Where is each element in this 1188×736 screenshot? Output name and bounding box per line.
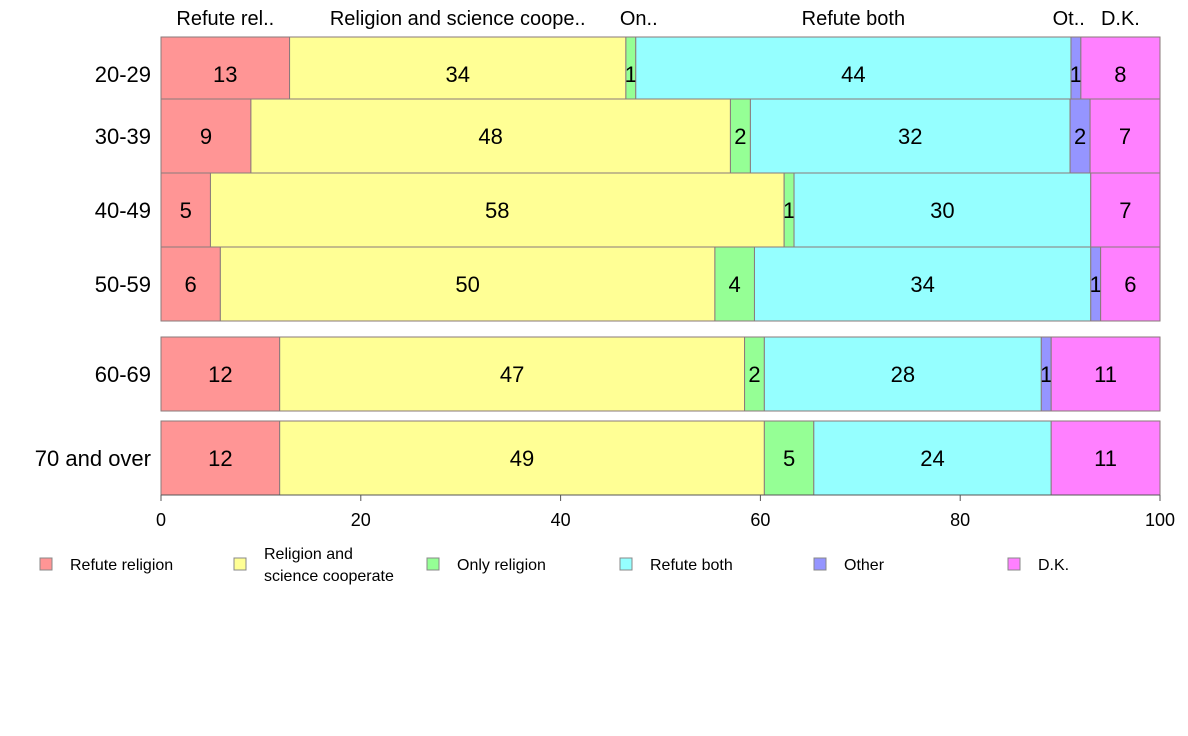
bar-segment	[219, 246, 716, 322]
data-label: 28	[891, 362, 915, 387]
data-label: 49	[510, 446, 534, 471]
bar-segment	[279, 336, 746, 412]
tick-label: 0	[156, 510, 166, 530]
data-label: 1	[1070, 62, 1082, 87]
tick-label: 20	[351, 510, 371, 530]
bars: 13 34 1 44 1 89 48 2 32 2 75 58 1 30 76 50 4 34 1 612 47 2 28 1…	[160, 36, 1161, 496]
legend-label: science cooperate	[264, 568, 394, 585]
data-label: 6	[1124, 272, 1136, 297]
legend-label: Refute religion	[70, 557, 173, 574]
legend-label: Religion and	[264, 546, 353, 563]
legend-label: D.K.	[1038, 557, 1069, 574]
category-label: 40-49	[95, 198, 151, 223]
data-label: 34	[910, 272, 934, 297]
data-label: 4	[729, 272, 741, 297]
top-segment-label: Refute both	[802, 8, 905, 30]
bar-segment	[763, 420, 815, 496]
legend-label: Other	[844, 557, 885, 574]
data-label: 2	[1074, 124, 1086, 149]
data-label: 5	[180, 198, 192, 223]
bar-frame	[160, 246, 1161, 322]
data-label: 1	[783, 198, 795, 223]
data-label: 7	[1119, 198, 1131, 223]
x-axis: 0 20 40 60 80 100	[156, 494, 1175, 530]
legend: Refute religion Religion and science coope…	[39, 546, 1069, 585]
bar-segment	[1050, 420, 1161, 496]
bar-segment	[763, 336, 1042, 412]
bar-segment	[793, 172, 1092, 248]
data-label: 12	[208, 362, 232, 387]
data-label: 58	[485, 198, 509, 223]
category-label: 60-69	[95, 362, 151, 387]
category-labels: 20-29 30-39 40-49 50-59 60-69 70 and over	[35, 62, 151, 471]
data-label: 50	[455, 272, 479, 297]
bar-segment	[209, 172, 785, 248]
data-label: 24	[920, 446, 944, 471]
top-segment-label: Ot..	[1053, 8, 1085, 30]
tick-label: 40	[551, 510, 571, 530]
data-label: 11	[1094, 446, 1117, 471]
data-label: 2	[734, 124, 746, 149]
data-label: 32	[898, 124, 922, 149]
data-label: 48	[478, 124, 502, 149]
top-segment-label: D.K.	[1101, 8, 1140, 30]
data-label: 7	[1119, 124, 1131, 149]
data-label: 6	[185, 272, 197, 297]
data-label: 11	[1094, 362, 1117, 387]
data-label: 34	[445, 62, 469, 87]
data-label: 8	[1114, 62, 1126, 87]
data-label: 47	[500, 362, 524, 387]
category-label: 50-59	[95, 272, 151, 297]
legend-label: Only religion	[457, 557, 546, 574]
top-segment-labels: Refute rel.. Religion and science coope..…	[176, 8, 1140, 30]
data-label: 13	[213, 62, 237, 87]
data-label: 2	[748, 362, 760, 387]
tick-label: 60	[750, 510, 770, 530]
bar-segment	[1100, 246, 1161, 322]
legend-label: Refute both	[650, 557, 733, 574]
tick-label: 100	[1145, 510, 1175, 530]
top-segment-label: Refute rel..	[176, 8, 274, 30]
data-label: 30	[930, 198, 954, 223]
legend-swatch	[813, 557, 827, 571]
data-label: 12	[208, 446, 232, 471]
data-label: 1	[1090, 272, 1102, 297]
bar-segment	[714, 246, 755, 322]
legend-swatch	[39, 557, 53, 571]
data-label: 1	[1040, 362, 1052, 387]
top-segment-label: On..	[620, 8, 658, 30]
category-label: 30-39	[95, 124, 151, 149]
data-label: 44	[841, 62, 865, 87]
tick-label: 80	[950, 510, 970, 530]
data-label: 9	[200, 124, 212, 149]
category-label: 70 and over	[35, 446, 151, 471]
bar-frame	[160, 336, 1161, 412]
bar-segment	[1050, 336, 1161, 412]
legend-swatch	[233, 557, 247, 571]
legend-swatch	[619, 557, 633, 571]
data-label: 5	[783, 446, 795, 471]
legend-swatch	[1007, 557, 1021, 571]
data-label: 1	[625, 62, 637, 87]
legend-swatch	[426, 557, 440, 571]
category-label: 20-29	[95, 62, 151, 87]
top-segment-label: Religion and science coope..	[330, 8, 586, 30]
